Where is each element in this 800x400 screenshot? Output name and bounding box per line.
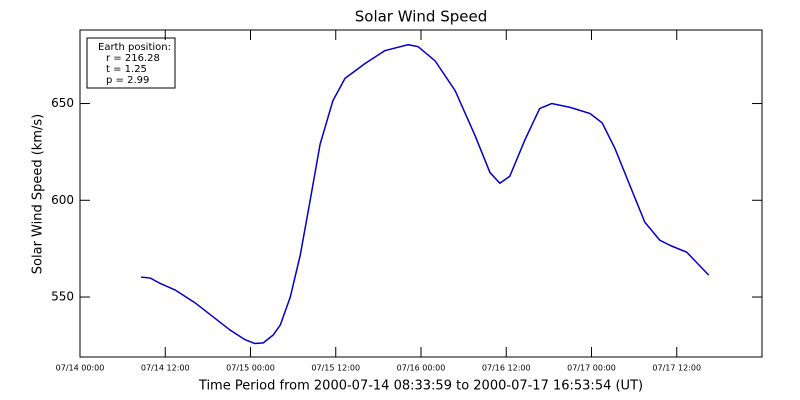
x-tick-label: 07/15 00:00 — [226, 364, 275, 373]
chart-title: Solar Wind Speed — [355, 8, 487, 26]
y-tick-label: 550 — [51, 290, 74, 304]
x-tick-label: 07/15 12:00 — [311, 364, 360, 373]
annotation: p = 2.99 — [106, 75, 149, 86]
x-tick-label: 07/16 00:00 — [397, 364, 446, 373]
x-tick-label: 07/14 00:00 — [56, 364, 105, 373]
y-axis-label: Solar Wind Speed (km/s) — [31, 114, 46, 274]
annotation: t = 1.25 — [106, 64, 147, 75]
x-tick-label: 07/16 12:00 — [482, 364, 531, 373]
annotation-box — [86, 37, 176, 89]
annotation: r = 216.28 — [106, 53, 160, 64]
data-line — [141, 43, 710, 345]
plot-frame — [79, 29, 763, 358]
x-tick-label: 07/17 00:00 — [567, 364, 616, 373]
y-tick-label: 600 — [51, 193, 74, 207]
annotation: Earth position: — [98, 42, 171, 53]
x-tick-label: 07/17 12:00 — [652, 364, 701, 373]
x-tick-label: 07/14 12:00 — [141, 364, 190, 373]
y-tick-label: 650 — [51, 96, 74, 110]
x-axis-label: Time Period from 2000-07-14 08:33:59 to … — [198, 379, 643, 394]
